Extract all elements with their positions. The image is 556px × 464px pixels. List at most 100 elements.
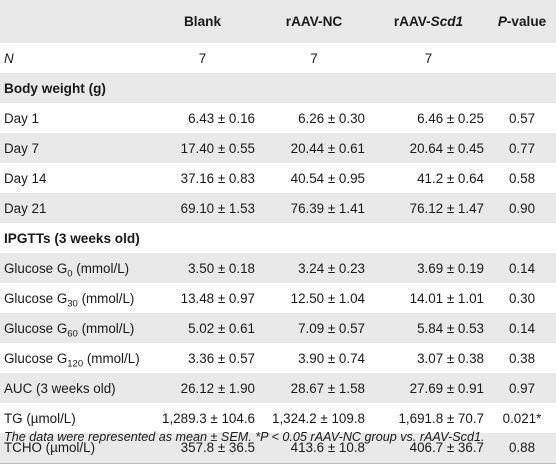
cell-p-value: 0.021* [502, 410, 542, 426]
row-label-text: Glucose G [4, 350, 68, 366]
cell-blank: 37.16 ± 0.83 [180, 170, 255, 186]
cell-nc: 6.26 ± 0.30 [298, 110, 365, 126]
cell-nc: 7.09 ± 0.57 [298, 320, 365, 336]
n-row: N 7 7 7 [0, 43, 556, 73]
row-label: Day 1 [4, 110, 39, 126]
row-label: TG (µmol/L) [0, 403, 146, 433]
cell-scd1: 3.69 ± 0.19 [417, 260, 484, 276]
cell-p-value: 0.14 [508, 320, 536, 336]
cell-nc: 76.39 ± 1.41 [290, 200, 365, 216]
cell-p-value: 0.30 [508, 290, 536, 306]
row-label-subscript: 120 [67, 358, 84, 370]
cell-p-value: 0.77 [508, 140, 536, 156]
n-blank: 7 [198, 50, 207, 66]
row-label: Day 14 [4, 170, 47, 186]
cell-p-value: 0.90 [508, 200, 536, 216]
row-label: AUC (3 weeks old) [0, 373, 146, 403]
cell-p-value: 0.88 [488, 433, 556, 464]
table-row: Glucose G30 (mmol/L) 13.48 ± 0.97 12.50 ± … [0, 283, 556, 313]
cell-scd1: 76.12 ± 1.47 [409, 200, 484, 216]
row-label-subscript: 30 [67, 298, 78, 310]
section-title-ipgtt: IPGTTs (3 weeks old) [4, 230, 140, 246]
cell-scd1: 3.07 ± 0.38 [417, 350, 484, 366]
row-label-subscript: 0 [67, 268, 73, 280]
n-scd1: 7 [424, 50, 433, 66]
row-label-text: Glucose G [4, 260, 68, 276]
table-row: Day 7 17.40 ± 0.55 20.44 ± 0.61 20.64 ± 0.4… [0, 133, 556, 163]
row-label: Glucose G120 (mmol/L) [0, 343, 146, 373]
cell-scd1: 6.46 ± 0.25 [417, 110, 484, 126]
cell-blank: 26.12 ± 1.90 [180, 380, 255, 396]
cell-scd1: 27.69 ± 0.91 [409, 380, 484, 396]
cell-blank: 5.02 ± 0.61 [188, 320, 255, 336]
table-row: Day 1 6.43 ± 0.16 6.26 ± 0.30 6.46 ± 0.25 0.… [0, 103, 556, 133]
row-label-text: AUC (3 weeks old) [4, 380, 116, 396]
cell-nc: 3.90 ± 0.74 [298, 350, 365, 366]
row-label: Glucose G0 (mmol/L) [0, 253, 146, 283]
cell-nc: 20.44 ± 0.61 [290, 140, 365, 156]
table-row: Day 21 69.10 ± 1.53 76.39 ± 1.41 76.12 ± 1.… [0, 193, 556, 223]
cell-blank: 69.10 ± 1.53 [180, 200, 255, 216]
cell-scd1: 14.01 ± 1.01 [409, 290, 484, 306]
cell-blank: 1,289.3 ± 104.6 [162, 410, 255, 426]
header-rAAV-Scd1-prefix: rAAV- [393, 14, 431, 29]
row-label: Glucose G30 (mmol/L) [0, 283, 146, 313]
cell-p-value: 0.58 [508, 170, 536, 186]
cell-blank: 3.36 ± 0.57 [188, 350, 255, 366]
cell-blank: 17.40 ± 0.55 [180, 140, 255, 156]
row-label-text: Glucose G [4, 290, 68, 306]
row-label: Glucose G60 (mmol/L) [0, 313, 146, 343]
row-label-text: TG (µmol/L) [4, 410, 76, 426]
row-label-unit: (mmol/L) [77, 320, 135, 336]
cell-p-value: 0.57 [508, 110, 536, 126]
cell-nc: 12.50 ± 1.04 [290, 290, 365, 306]
header-empty [0, 0, 146, 43]
cell-nc: 1,324.2 ± 109.8 [272, 410, 365, 426]
cell-scd1: 41.2 ± 0.64 [417, 170, 484, 186]
cell-p-value: 0.38 [508, 350, 536, 366]
header-p-suffix: -value [506, 14, 547, 29]
section-title-body-weight: Body weight (g) [4, 80, 106, 96]
table-row: Glucose G120 (mmol/L) 3.36 ± 0.57 3.90 ± 0… [0, 343, 556, 373]
table-row: TG (µmol/L) 1,289.3 ± 104.6 1,324.2 ± 109.… [0, 403, 556, 433]
n-label: N [4, 50, 14, 66]
row-label-text: Glucose G [4, 320, 68, 336]
table-row: Day 14 37.16 ± 0.83 40.54 ± 0.95 41.2 ± 0.6… [0, 163, 556, 193]
header-rAAV-Scd1: rAAV-Scd1 [369, 0, 488, 43]
header-rAAV-NC-prefix: rAAV- [285, 14, 323, 29]
table-header-row: Blank rAAV-NC rAAV-Scd1 P-value [0, 0, 556, 43]
header-rAAV-NC: rAAV-NC [259, 0, 369, 43]
header-rAAV-Scd1-gene: Scd1 [430, 14, 464, 29]
table-row: AUC (3 weeks old) 26.12 ± 1.90 28.67 ± 1.5… [0, 373, 556, 403]
cell-scd1: 20.64 ± 0.45 [409, 140, 484, 156]
cell-scd1: 1,691.8 ± 70.7 [398, 410, 484, 426]
row-label-text: TCHO (µmol/L) [4, 440, 96, 456]
cell-blank: 3.50 ± 0.18 [188, 260, 255, 276]
section-body-weight: Body weight (g) [0, 73, 556, 103]
row-label-unit: (mmol/L) [77, 290, 135, 306]
header-p-value: P-value [488, 0, 556, 43]
cell-scd1: 5.84 ± 0.53 [417, 320, 484, 336]
cell-p-value: 0.97 [508, 380, 536, 396]
row-label: Day 7 [4, 140, 39, 156]
cell-blank: 6.43 ± 0.16 [188, 110, 255, 126]
row-label-unit: (mmol/L) [72, 260, 130, 276]
row-label-subscript: 60 [67, 328, 78, 340]
cell-nc: 40.54 ± 0.95 [290, 170, 365, 186]
header-p-letter: P [497, 14, 507, 29]
n-p [488, 43, 556, 73]
cell-nc: 3.24 ± 0.23 [298, 260, 365, 276]
table-footnote: The data were represented as mean ± SEM.… [4, 430, 485, 444]
header-blank: Blank [183, 14, 222, 29]
n-nc: 7 [310, 50, 318, 66]
cell-blank: 13.48 ± 0.97 [180, 290, 255, 306]
header-rAAV-NC-suffix: NC [322, 14, 343, 29]
cell-p-value: 0.14 [508, 260, 536, 276]
row-label: Day 21 [4, 200, 47, 216]
table-row: Glucose G60 (mmol/L) 5.02 ± 0.61 7.09 ± 0.… [0, 313, 556, 343]
row-label-unit: (mmol/L) [83, 350, 140, 366]
section-ipgtt: IPGTTs (3 weeks old) [0, 223, 556, 253]
cell-nc: 28.67 ± 1.58 [290, 380, 365, 396]
